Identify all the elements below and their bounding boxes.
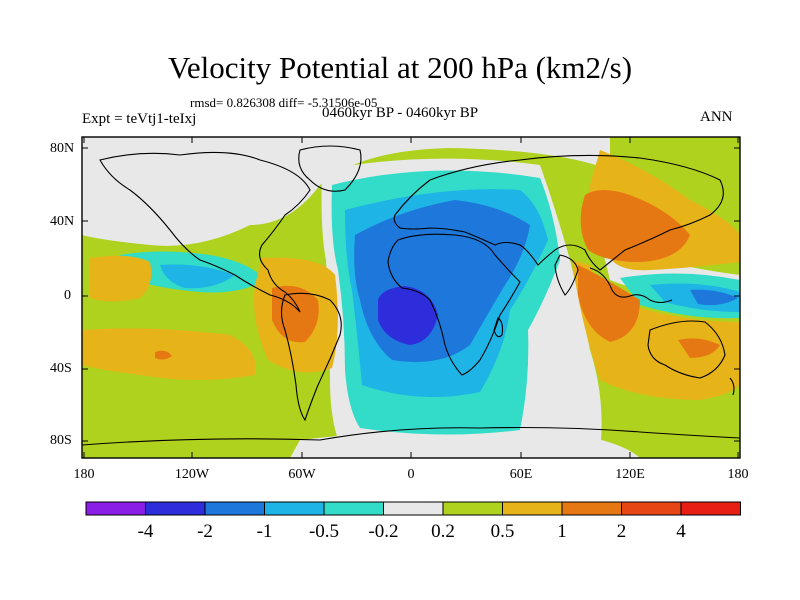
colorbar-box [145, 501, 206, 516]
field-positive-1-east-asia [580, 190, 690, 262]
field-positive-05-central-pacific [90, 255, 152, 302]
field-positive-1-maritime [578, 265, 640, 342]
field-negative-05-east-pacific [160, 264, 235, 289]
colorbar-box [621, 501, 682, 516]
coastline-greenland [298, 145, 362, 192]
field-near-zero-south [290, 429, 640, 458]
x-tick-label-0: 0 [407, 467, 415, 482]
coastline-south-america [280, 292, 342, 422]
colorbar-label: 2 [616, 521, 627, 542]
x-tick-label-120w: 120W [174, 467, 210, 482]
period-label: 0460kyr BP - 0460kyr BP [322, 105, 479, 121]
season-label: ANN [700, 109, 733, 125]
field-positive-05-indian-ocean [572, 260, 740, 400]
colorbar-box [383, 501, 444, 516]
x-tick-label-180w: 180 [73, 467, 95, 482]
x-tick-label-120e: 120E [615, 467, 645, 482]
coastline-india [554, 254, 579, 296]
colorbar-label: -2 [197, 521, 213, 542]
colorbar-label: 1 [557, 521, 567, 542]
colorbar-label: -0.2 [368, 521, 399, 542]
field-positive-1-australia [678, 338, 720, 358]
y-tick-label-40s: 40S [50, 361, 72, 376]
coastline-australia [647, 320, 726, 379]
field-negative-1-maritime [690, 289, 738, 306]
map-title: Velocity Potential at 200 hPa (km2/s) [167, 50, 633, 85]
colorbar-box [502, 501, 563, 516]
colorbar-label: 0.5 [490, 521, 515, 542]
coastline-madagascar [493, 317, 504, 338]
colorbar-box [204, 501, 265, 516]
coastline-southeast-asia [589, 267, 673, 304]
x-tick-label-180e: 180 [727, 467, 749, 482]
x-tick-label-60w: 60W [288, 467, 316, 482]
colorbar-box [561, 501, 622, 516]
y-tick-label-40n: 40N [50, 214, 75, 229]
field-positive-1-pacific-blob [155, 350, 172, 360]
colorbar-label: -4 [137, 521, 154, 542]
coastline-new-zealand [729, 377, 735, 396]
colorbar-box [323, 501, 384, 516]
colorbar-box [264, 501, 325, 516]
x-tick-label-60e: 60E [509, 467, 533, 482]
coastline-europe-asia [393, 154, 724, 271]
experiment-label: Expt = teVtj1-teIxj [82, 111, 197, 127]
y-tick-label-80n: 80N [50, 141, 75, 156]
colorbar-box [85, 501, 146, 516]
colorbar-label: -1 [256, 521, 273, 542]
coastline-africa [387, 233, 521, 376]
coastline-antarctica [82, 426, 740, 446]
stats-label: rmsd= 0.826308 diff= -5.31506e-05 [190, 95, 378, 110]
contour-fill-layer [82, 137, 740, 458]
y-tick-label-0: 0 [64, 288, 71, 303]
coastline-layer [82, 145, 740, 446]
colorbar-label: 0.2 [431, 521, 455, 542]
y-tick-label-80s: 80S [50, 433, 72, 448]
axis-ticks [82, 137, 740, 458]
colorbar-box [442, 501, 503, 516]
coastline-north-america [99, 151, 311, 313]
field-negative-2-africa [378, 286, 438, 345]
colorbar-label: -0.5 [308, 521, 340, 542]
field-near-zero-west-pacific [90, 140, 230, 228]
colorbar-label: 4 [676, 521, 686, 542]
colorbar-box [680, 501, 741, 516]
colorbar [85, 501, 741, 516]
